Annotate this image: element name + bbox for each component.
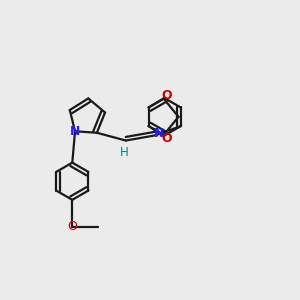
Text: O: O [161,132,172,145]
Text: O: O [68,220,77,233]
Text: H: H [120,146,129,159]
Text: —: — [82,220,95,233]
Text: O: O [161,89,172,102]
Text: N: N [70,125,80,138]
Text: N: N [154,127,164,140]
